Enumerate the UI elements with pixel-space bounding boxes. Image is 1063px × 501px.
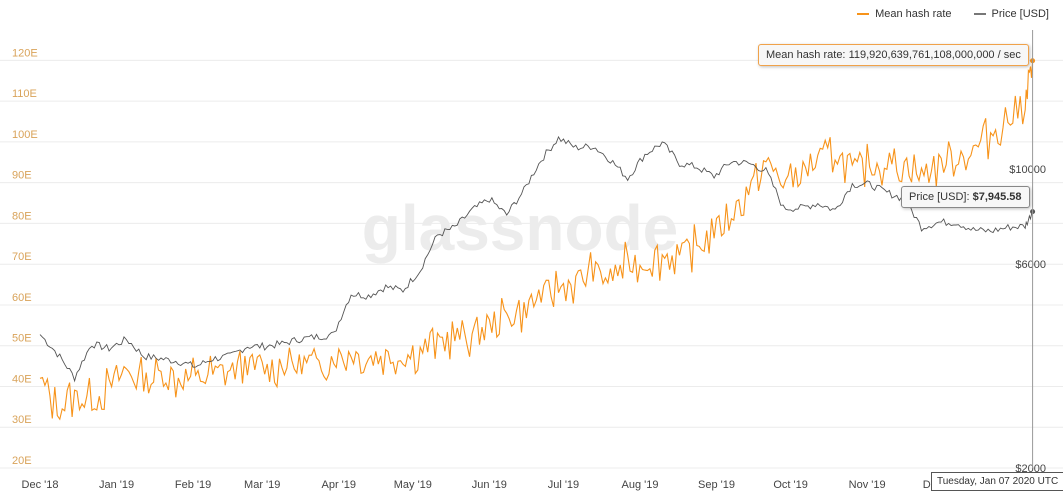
chart-legend: Mean hash rate Price [USD] xyxy=(857,8,1049,20)
y-left-tick-label: 90E xyxy=(12,170,32,182)
x-tick-label: Nov '19 xyxy=(849,479,886,491)
hash-rate-swatch-icon xyxy=(857,13,870,15)
y-left-tick-label: 60E xyxy=(12,292,32,304)
x-tick-label: Oct '19 xyxy=(773,479,808,491)
x-tick-label: Jul '19 xyxy=(548,479,579,491)
x-tick-label: Dec '18 xyxy=(22,479,59,491)
y-left-tick-label: 120E xyxy=(12,47,38,59)
legend-item-hash-rate[interactable]: Mean hash rate xyxy=(857,8,952,20)
hash-rate-tooltip: Mean hash rate: 119,920,639,761,108,000,… xyxy=(758,44,1029,66)
price-tooltip-value: $7,945.58 xyxy=(972,191,1022,203)
watermark: glassnode xyxy=(362,192,679,264)
price-tooltip-label: Price [USD]: xyxy=(909,191,970,203)
hash-tooltip-value: 119,920,639,761,108,000,000 / sec xyxy=(848,49,1021,61)
y-left-tick-label: 40E xyxy=(12,373,32,385)
hash-tooltip-label: Mean hash rate: xyxy=(766,49,846,61)
legend-item-price[interactable]: Price [USD] xyxy=(973,8,1049,20)
crosshair-date-label: Tuesday, Jan 07 2020 UTC xyxy=(931,472,1063,491)
price-tooltip: Price [USD]: $7,945.58 xyxy=(901,186,1030,208)
y-left-tick-label: 110E xyxy=(12,88,37,100)
x-tick-label: Jan '19 xyxy=(99,479,134,491)
x-tick-label: Mar '19 xyxy=(244,479,280,491)
x-tick-label: May '19 xyxy=(394,479,432,491)
y-left-tick-label: 20E xyxy=(12,455,32,467)
x-tick-label: Apr '19 xyxy=(322,479,357,491)
y-left-tick-label: 30E xyxy=(12,414,32,426)
y-left-tick-label: 80E xyxy=(12,210,32,222)
legend-label-hash-rate: Mean hash rate xyxy=(875,8,952,20)
x-tick-label: Jun '19 xyxy=(472,479,507,491)
price-series-line[interactable] xyxy=(39,135,1034,383)
hash-rate-series-line[interactable] xyxy=(39,60,1034,421)
x-tick-label: Sep '19 xyxy=(698,479,735,491)
legend-label-price: Price [USD] xyxy=(991,8,1049,20)
y-left-tick-label: 100E xyxy=(12,129,38,141)
y-left-tick-label: 70E xyxy=(12,251,32,263)
price-swatch-icon xyxy=(973,13,986,15)
y-right-tick-label: $10000 xyxy=(1009,164,1046,176)
y-right-tick-label: $6000 xyxy=(1015,259,1046,271)
x-tick-label: Feb '19 xyxy=(175,479,211,491)
y-left-tick-label: 50E xyxy=(12,333,32,345)
x-tick-label: Aug '19 xyxy=(622,479,659,491)
